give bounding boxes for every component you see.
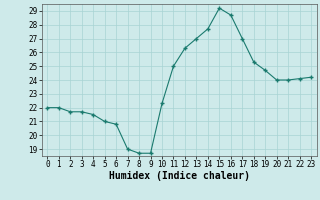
X-axis label: Humidex (Indice chaleur): Humidex (Indice chaleur) (109, 171, 250, 181)
